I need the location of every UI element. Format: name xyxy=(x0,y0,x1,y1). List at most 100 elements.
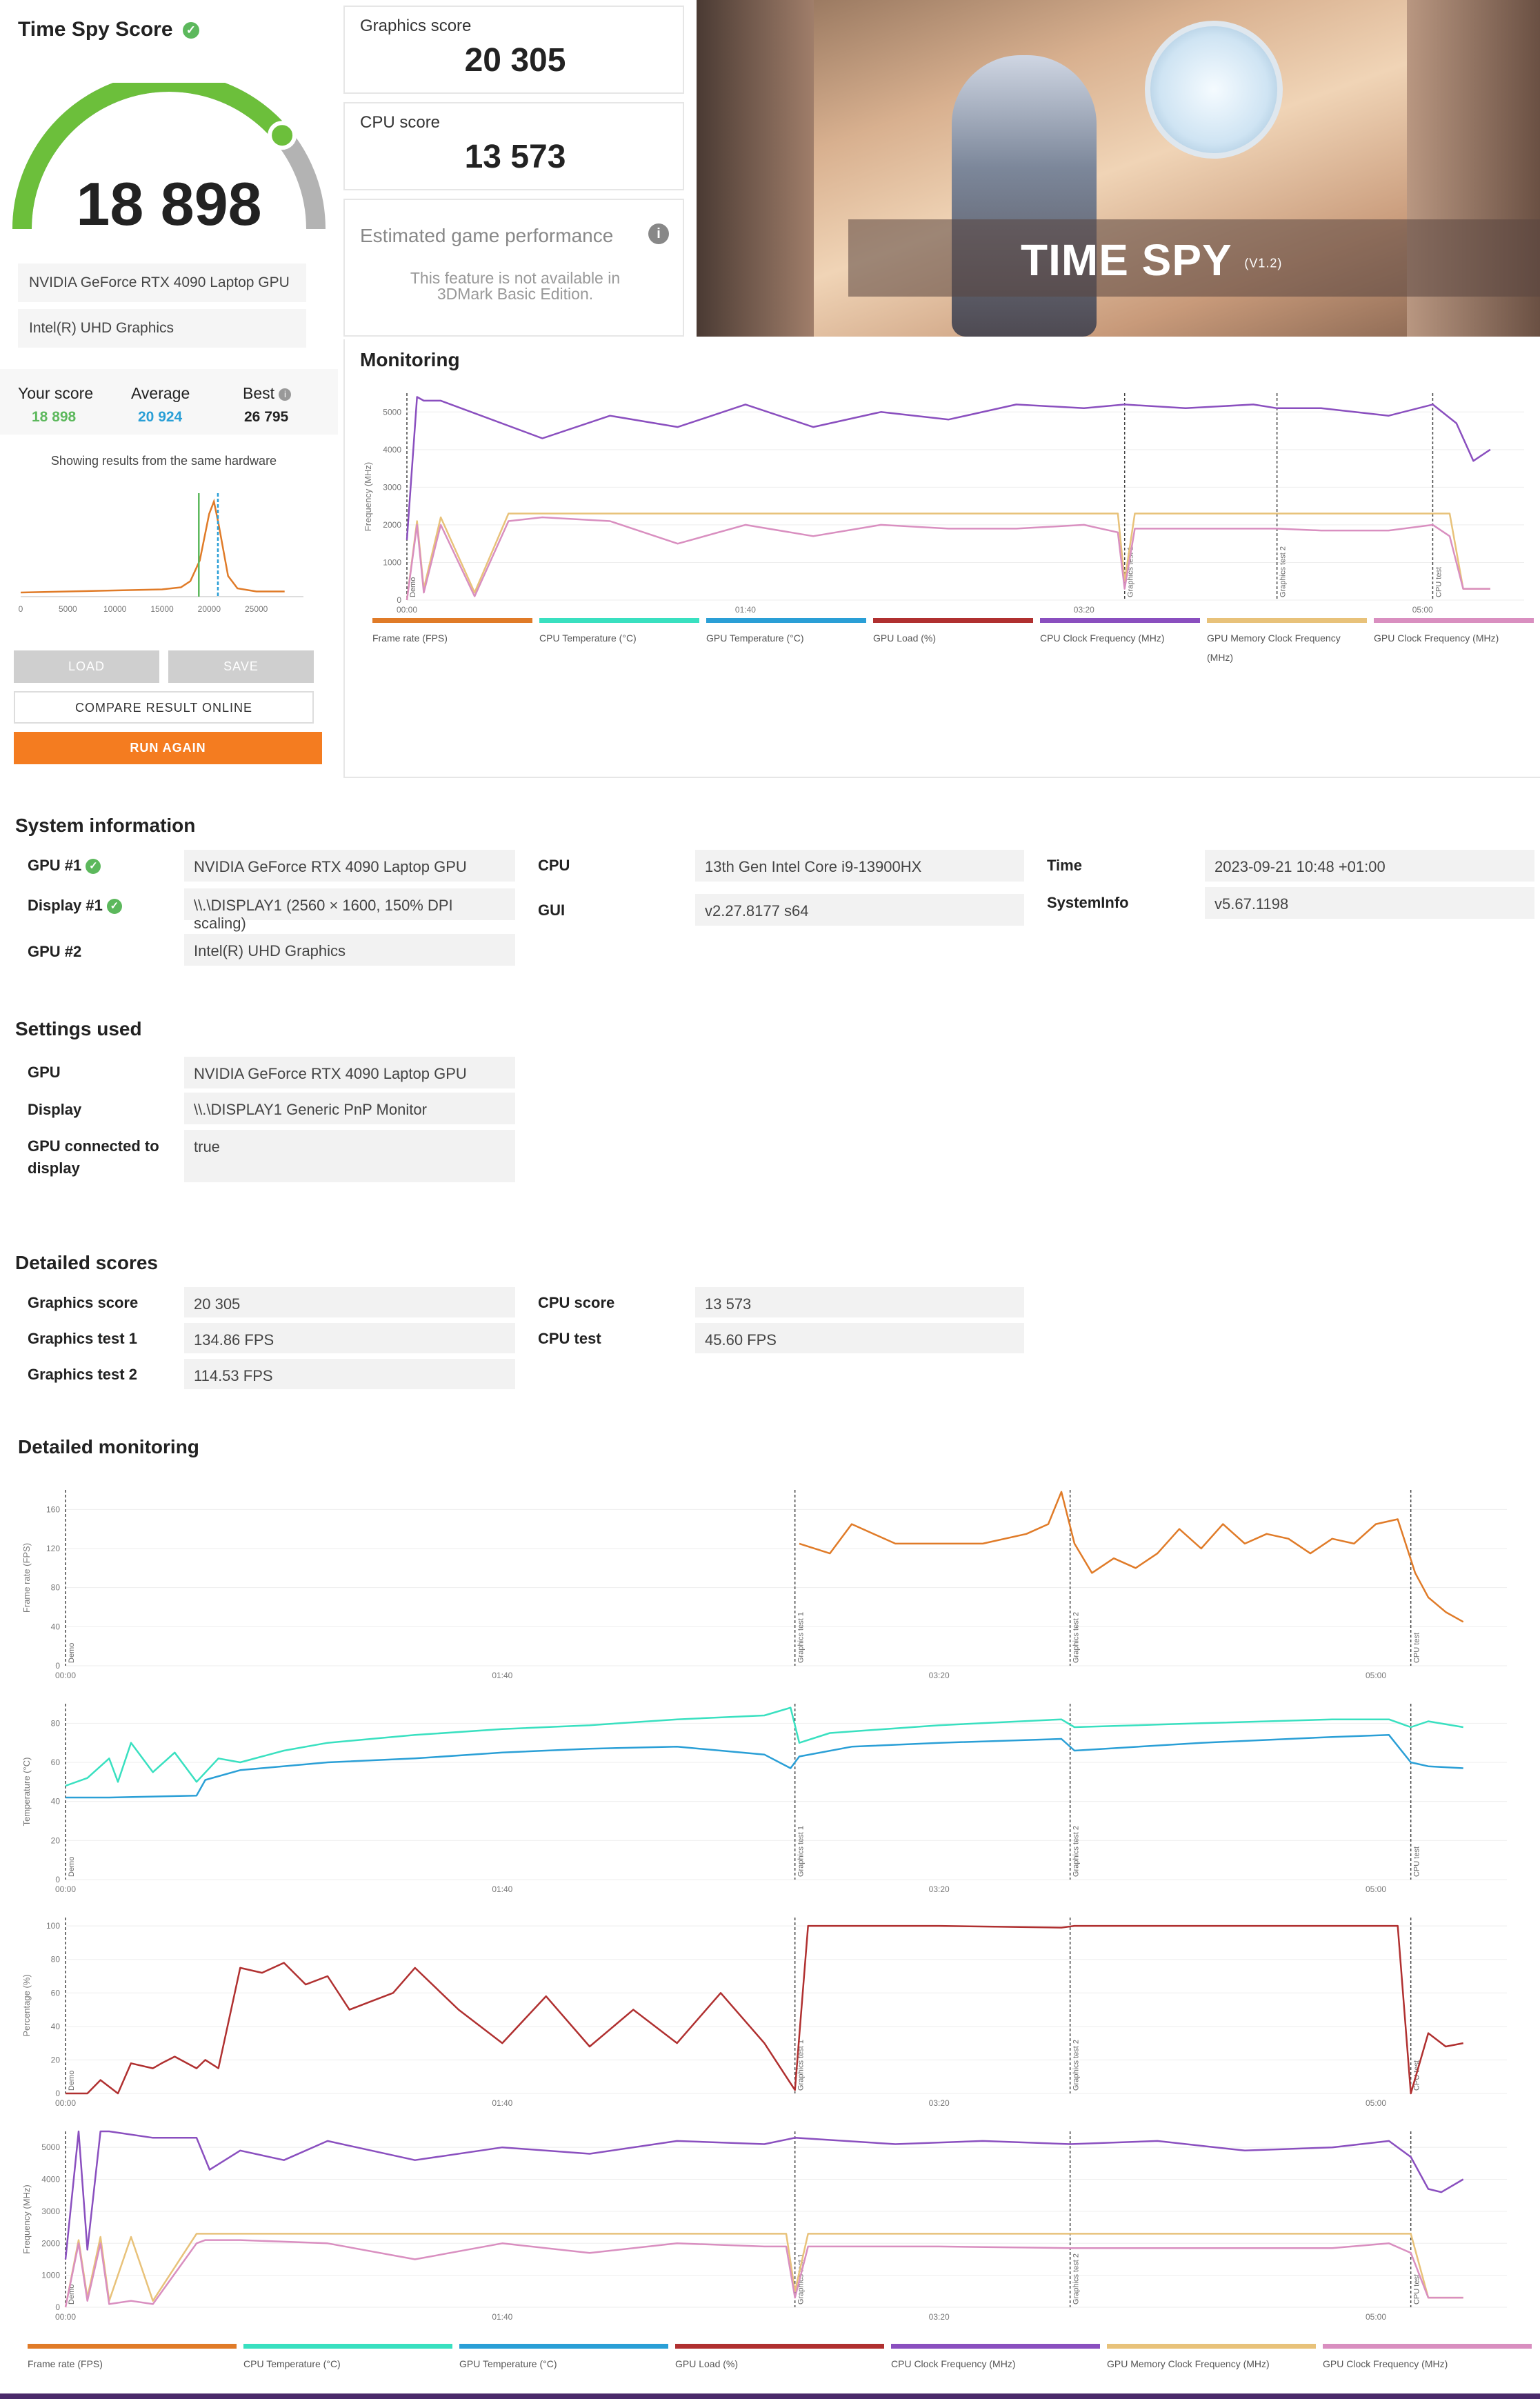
legend-item[interactable]: GPU Load (%) xyxy=(873,618,1033,648)
legend-item[interactable]: GPU Clock Frequency (MHz) xyxy=(1374,618,1534,648)
legend-item[interactable]: GPU Temperature (°C) xyxy=(459,2344,668,2373)
y-tick-label: 4000 xyxy=(41,2175,60,2184)
y-tick-label: 20 xyxy=(51,2055,61,2064)
ds-gt1-label: Graphics test 1 xyxy=(28,1330,137,1347)
your-score-value: 18 898 xyxy=(32,409,77,425)
legend-swatch xyxy=(675,2344,884,2349)
x-tick-label: 00:00 xyxy=(397,605,417,615)
monitoring-card: Monitoring 0 1000 2000 3000 4000 5000 00:00 01:… xyxy=(343,339,1540,778)
systeminfo-label: SystemInfo xyxy=(1047,894,1129,911)
gpu1-label-text: GPU #1 xyxy=(28,857,82,874)
egp-note: This feature is not available in 3DMark … xyxy=(410,269,621,303)
gpu1-label: GPU #1 ✓ xyxy=(28,857,101,875)
cpu-score-value: 13 573 xyxy=(464,139,566,175)
legend-label: GPU Load (%) xyxy=(675,2358,739,2369)
compare-online-button[interactable]: COMPARE RESULT ONLINE xyxy=(14,691,314,724)
settings-gpu-label: GPU xyxy=(28,1064,61,1081)
y-tick-label: 40 xyxy=(51,2022,61,2031)
test-marker-label: CPU test xyxy=(1413,1846,1421,1877)
display1-label: Display #1 ✓ xyxy=(28,897,122,915)
series-line xyxy=(406,512,1490,601)
series-line xyxy=(66,1734,1463,1799)
legend-swatch xyxy=(1207,618,1367,623)
monitoring-chart: 0 1000 2000 3000 4000 5000 00:00 01:40 03:20 05:0… xyxy=(363,393,1524,615)
ds-cpu-value: 13 573 xyxy=(695,1287,1024,1317)
legend-item[interactable]: GPU Clock Frequency (MHz) xyxy=(1323,2344,1532,2373)
time-label: Time xyxy=(1047,857,1082,874)
test-marker-label: Graphics test 1 xyxy=(797,1826,806,1877)
legend-item[interactable]: GPU Load (%) xyxy=(675,2344,884,2373)
legend-item[interactable]: CPU Temperature (°C) xyxy=(539,618,699,648)
legend-swatch xyxy=(372,618,532,623)
y-tick-label: 20 xyxy=(51,1835,61,1845)
banner-title: TIME SPY (V1.2) xyxy=(1021,235,1282,286)
y-tick-label: 4000 xyxy=(383,445,401,455)
x-tick-label: 0 xyxy=(19,604,23,614)
distribution-line xyxy=(20,498,285,594)
load-button[interactable]: LOAD xyxy=(14,650,159,683)
x-tick-label: 01:40 xyxy=(492,1884,512,1894)
legend-item[interactable]: GPU Memory Clock Frequency (MHz) xyxy=(1207,618,1367,667)
x-tick-label: 05:00 xyxy=(1366,2098,1386,2108)
average-value: 20 924 xyxy=(138,409,183,425)
save-button[interactable]: SAVE xyxy=(168,650,314,683)
legend-item[interactable]: CPU Clock Frequency (MHz) xyxy=(891,2344,1100,2373)
ds-cputest-value: 45.60 FPS xyxy=(695,1323,1024,1353)
series-line xyxy=(64,2239,1463,2308)
x-tick-label: 01:40 xyxy=(735,605,756,615)
legend-label: CPU Temperature (°C) xyxy=(539,633,637,644)
legend-item[interactable]: GPU Memory Clock Frequency (MHz) xyxy=(1107,2344,1316,2373)
legend-item[interactable]: CPU Temperature (°C) xyxy=(243,2344,452,2373)
info-icon[interactable]: i xyxy=(648,223,669,244)
y-tick-label: 3000 xyxy=(41,2207,60,2216)
legend-label: CPU Clock Frequency (MHz) xyxy=(891,2358,1016,2369)
monitoring-title: Monitoring xyxy=(360,349,460,370)
test-marker-label: CPU test xyxy=(1434,567,1443,597)
test-marker-label: Graphics test 2 xyxy=(1072,2253,1081,2305)
y-axis-label: Temperature (°C) xyxy=(21,1758,32,1826)
test-marker-label: Graphics test 1 xyxy=(797,1612,806,1663)
time-spy-banner: TIME SPY (V1.2) xyxy=(697,0,1540,337)
x-tick-label: 01:40 xyxy=(492,2098,512,2108)
legend-item[interactable]: Frame rate (FPS) xyxy=(28,2344,237,2373)
legend-item[interactable]: Frame rate (FPS) xyxy=(372,618,532,648)
y-tick-label: 40 xyxy=(51,1622,61,1631)
test-marker-label: Demo xyxy=(68,2071,76,2091)
banner-pillar-left xyxy=(697,0,814,337)
score-gauge xyxy=(12,83,326,230)
detailed-panel: 0 40 80 120 160 00:00 01:40 03:20 05:00 Frame rat… xyxy=(21,1490,1507,1680)
x-tick-label: 05:00 xyxy=(1366,1884,1386,1894)
ds-graphics-label: Graphics score xyxy=(28,1294,139,1311)
egp-label: Estimated game performance xyxy=(360,225,614,246)
legend-swatch xyxy=(1107,2344,1316,2349)
check-icon: ✓ xyxy=(106,899,122,915)
legend-item[interactable]: CPU Clock Frequency (MHz) xyxy=(1040,618,1200,648)
average-label: Average xyxy=(131,384,190,402)
cpu-score-label: CPU score xyxy=(360,113,441,132)
check-icon: ✓ xyxy=(86,859,101,875)
your-score-label: Your score xyxy=(18,384,94,402)
legend-swatch xyxy=(1323,2344,1532,2349)
y-tick-label: 60 xyxy=(51,1758,61,1767)
time-value: 2023-09-21 10:48 +01:00 xyxy=(1205,850,1534,882)
legend-label: GPU Clock Frequency (MHz) xyxy=(1374,633,1499,644)
info-icon[interactable]: i xyxy=(279,388,292,401)
x-tick-label: 01:40 xyxy=(492,2312,512,2322)
y-tick-label: 40 xyxy=(51,1797,61,1806)
y-tick-label: 100 xyxy=(46,1921,60,1931)
x-tick-label: 03:20 xyxy=(929,2312,950,2322)
run-again-button[interactable]: RUN AGAIN xyxy=(14,732,322,764)
best-label-text: Best xyxy=(243,384,275,402)
x-tick-label: 05:00 xyxy=(1366,1671,1386,1680)
display1-label-text: Display #1 xyxy=(28,897,103,914)
x-tick-label: 00:00 xyxy=(55,2312,76,2322)
y-tick-label: 3000 xyxy=(383,482,401,492)
gpu2-name: Intel(R) UHD Graphics xyxy=(18,309,306,348)
legend-item[interactable]: GPU Temperature (°C) xyxy=(706,618,866,648)
x-tick-label: 20000 xyxy=(198,604,221,614)
x-tick-label: 03:20 xyxy=(929,2098,950,2108)
test-marker-label: Demo xyxy=(409,577,417,597)
legend-label: GPU Memory Clock Frequency (MHz) xyxy=(1207,633,1341,663)
bottom-edge-bar xyxy=(0,2393,1540,2399)
series-line xyxy=(66,1924,1463,2095)
